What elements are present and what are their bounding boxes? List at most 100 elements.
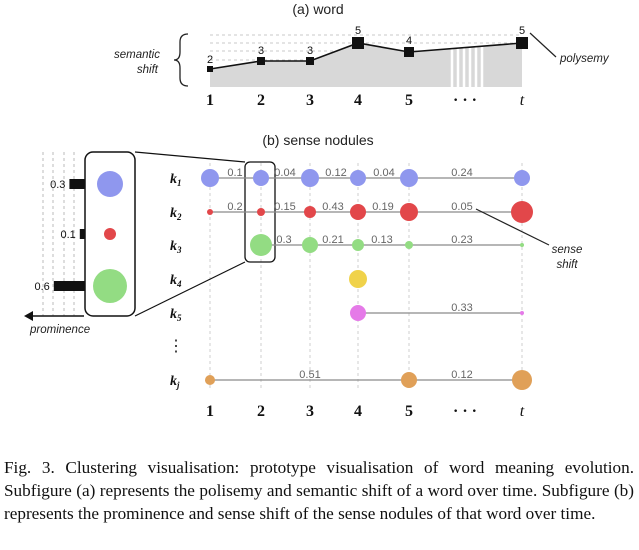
sense-nodule bbox=[512, 370, 532, 390]
sense-nodule bbox=[405, 241, 413, 249]
sense-nodule-rows: 0.1 0.04 0.12 0.04 0.24 k1 0.2 0.15 0.43 0.19 0.05… bbox=[170, 167, 533, 390]
sense-nodule bbox=[250, 234, 272, 256]
zoom-connector-bottom bbox=[134, 261, 246, 317]
semantic-shift-label-2: shift bbox=[137, 64, 159, 76]
sense-nodule bbox=[302, 237, 318, 253]
polysemy-value-label: 5 bbox=[519, 25, 525, 37]
time-axis-b: 1 2 3 4 5 · · · t bbox=[206, 403, 525, 420]
time-tick-label: 2 bbox=[257, 403, 265, 420]
sense-nodule bbox=[350, 170, 366, 186]
sense-shift-value: 0.04 bbox=[274, 167, 295, 179]
polysemy-points: 2 3 3 5 4 5 bbox=[207, 25, 528, 72]
sense-nodule bbox=[205, 375, 215, 385]
semantic-shift-brace bbox=[173, 33, 189, 87]
sense-shift-value: 0.1 bbox=[227, 167, 242, 179]
sense-shift-value: 0.05 bbox=[451, 201, 472, 213]
time-guides bbox=[209, 163, 523, 390]
sense-nodule bbox=[350, 204, 366, 220]
sense-nodule bbox=[520, 243, 524, 247]
row-ellipsis: ⋮ bbox=[168, 338, 184, 355]
time-tick-label: · · · bbox=[453, 403, 477, 420]
sense-shift-value: 0.04 bbox=[373, 167, 394, 179]
sense-shift-label-2: shift bbox=[556, 259, 578, 271]
sense-shift-value: 0.15 bbox=[274, 201, 295, 213]
sense-row-label: k1 bbox=[170, 172, 182, 188]
time-tick-label: 1 bbox=[206, 403, 214, 420]
sense-nodule bbox=[511, 201, 533, 223]
axis-gap-stripes bbox=[450, 46, 484, 87]
sense-nodule bbox=[304, 206, 316, 218]
polysemy-callout-line bbox=[529, 32, 557, 58]
time-tick-label: 1 bbox=[206, 92, 214, 109]
sense-nodule bbox=[400, 169, 418, 187]
panel-a-title: (a) word bbox=[292, 1, 343, 17]
prominence-arrowhead bbox=[24, 311, 33, 321]
prominence-value: 0.6 bbox=[35, 281, 50, 293]
sense-shift-value: 0.12 bbox=[325, 167, 346, 179]
prominence-label: prominence bbox=[29, 324, 90, 336]
polysemy-marker bbox=[207, 66, 213, 72]
panel-b-title: (b) sense nodules bbox=[262, 132, 373, 148]
polysemy-label: polysemy bbox=[559, 53, 610, 65]
polysemy-marker bbox=[306, 57, 314, 65]
semantic-shift-label-1: semantic bbox=[114, 49, 160, 61]
polysemy-marker bbox=[516, 37, 528, 49]
sense-nodule bbox=[401, 372, 417, 388]
polysemy-area bbox=[210, 43, 522, 87]
prominence-bars: 0.3 0.1 0.6 bbox=[35, 179, 85, 293]
sense-nodule bbox=[201, 169, 219, 187]
time-tick-label: t bbox=[520, 403, 525, 420]
prominence-bar bbox=[69, 179, 85, 189]
polysemy-value-label: 4 bbox=[406, 35, 412, 47]
time-tick-label: 4 bbox=[354, 92, 362, 109]
sense-nodule bbox=[349, 270, 367, 288]
sense-shift-value: 0.13 bbox=[371, 234, 392, 246]
sense-row-label: kj bbox=[170, 374, 180, 390]
sense-nodule bbox=[257, 208, 265, 216]
time-tick-label: 3 bbox=[306, 92, 314, 109]
time-tick-label: 5 bbox=[405, 403, 413, 420]
time-axis-a: 1 2 3 4 5 · · · t bbox=[206, 92, 525, 109]
sense-nodule bbox=[253, 170, 269, 186]
prominence-value: 0.3 bbox=[50, 179, 65, 191]
sense-shift-value: 0.43 bbox=[322, 201, 343, 213]
sense-shift-value: 0.19 bbox=[372, 201, 393, 213]
time-tick-label: 3 bbox=[306, 403, 314, 420]
sense-nodule bbox=[520, 311, 524, 315]
prominence-bar bbox=[79, 229, 85, 239]
sense-shift-value: 0.24 bbox=[451, 167, 472, 179]
zoomed-nodule bbox=[93, 269, 127, 303]
sense-nodule bbox=[352, 239, 364, 251]
polysemy-value-label: 3 bbox=[307, 45, 313, 57]
sense-shift-callout-line bbox=[475, 208, 550, 246]
time-tick-label: 2 bbox=[257, 92, 265, 109]
time-tick-label: t bbox=[520, 92, 525, 109]
sense-shift-value: 0.3 bbox=[276, 234, 291, 246]
polysemy-marker bbox=[404, 47, 414, 57]
sense-row-label: k5 bbox=[170, 307, 182, 323]
sense-shift-value: 0.21 bbox=[322, 234, 343, 246]
polysemy-value-label: 5 bbox=[355, 25, 361, 37]
time-tick-label: 5 bbox=[405, 92, 413, 109]
sense-shift-value: 0.33 bbox=[451, 302, 472, 314]
sense-shift-value: 0.12 bbox=[451, 369, 472, 381]
sense-shift-value: 0.2 bbox=[227, 201, 242, 213]
polysemy-marker bbox=[257, 57, 265, 65]
prominence-bar bbox=[53, 281, 85, 291]
zoomed-nodules bbox=[93, 171, 127, 303]
sense-shift-value: 0.51 bbox=[299, 369, 320, 381]
sense-row-label: k3 bbox=[170, 239, 182, 255]
sense-nodule bbox=[301, 169, 319, 187]
polysemy-line bbox=[209, 42, 523, 70]
sense-row-label: k2 bbox=[170, 206, 182, 222]
figure-caption: Fig. 3. Clustering visualisation: protot… bbox=[4, 458, 634, 523]
zoomed-nodule bbox=[97, 171, 123, 197]
time-tick-label: · · · bbox=[453, 92, 477, 109]
sense-shift-value: 0.23 bbox=[451, 234, 472, 246]
prominence-value: 0.1 bbox=[61, 229, 76, 241]
polysemy-marker bbox=[352, 37, 364, 49]
sense-nodule bbox=[400, 203, 418, 221]
sense-row-label: k4 bbox=[170, 273, 182, 289]
sense-shift-label-1: sense bbox=[552, 244, 583, 256]
